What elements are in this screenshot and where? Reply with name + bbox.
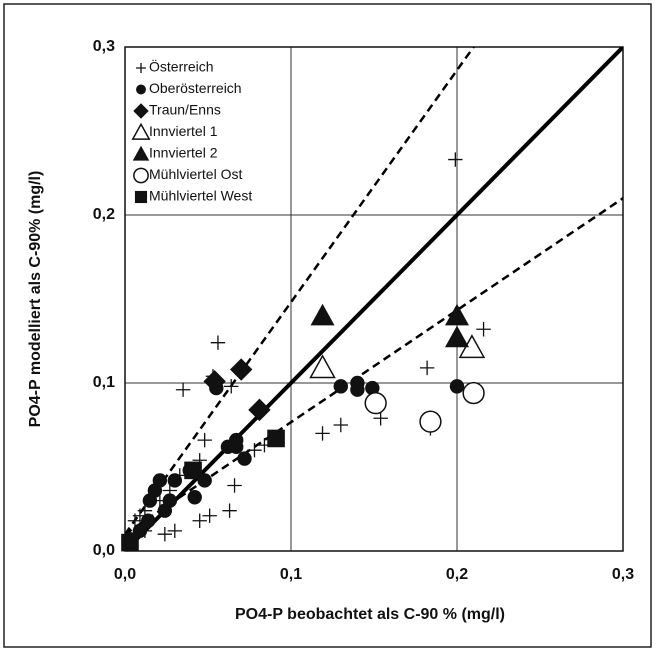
x-tick-label: 0,1 bbox=[280, 566, 302, 583]
point bbox=[373, 411, 388, 426]
point bbox=[157, 527, 173, 542]
point bbox=[224, 379, 239, 394]
legend-marker bbox=[134, 190, 148, 204]
point bbox=[121, 533, 139, 552]
point bbox=[365, 380, 380, 396]
legend-marker bbox=[136, 63, 146, 73]
x-tick-label: 0,2 bbox=[446, 566, 468, 583]
y-tick-label: 0,1 bbox=[93, 374, 115, 391]
point bbox=[449, 379, 465, 394]
point bbox=[248, 398, 271, 422]
y-axis-label: PO4-P modelliert als C-90% (mg/l) bbox=[27, 171, 44, 428]
x-axis-label: PO4-P beobachtet als C-90 % (mg/l) bbox=[235, 606, 505, 623]
point bbox=[222, 503, 237, 518]
point bbox=[419, 360, 435, 376]
point bbox=[333, 417, 348, 433]
point bbox=[237, 451, 252, 466]
point bbox=[350, 382, 365, 397]
point bbox=[445, 303, 469, 326]
point bbox=[141, 513, 156, 528]
point bbox=[462, 381, 485, 405]
point bbox=[445, 325, 469, 348]
point bbox=[267, 429, 285, 448]
x-tick-label: 0,0 bbox=[114, 566, 136, 583]
point bbox=[333, 379, 348, 394]
legend-label: Mühlviertel West bbox=[149, 188, 252, 204]
point bbox=[175, 382, 191, 397]
point bbox=[152, 473, 168, 488]
legend-label: Innviertel 1 bbox=[149, 123, 218, 139]
point bbox=[197, 432, 212, 448]
point bbox=[419, 410, 442, 433]
point bbox=[476, 322, 491, 337]
point bbox=[167, 473, 182, 488]
legend-label: Mühlviertel Ost bbox=[149, 166, 242, 182]
point bbox=[227, 478, 242, 493]
legend-label: Traun/Enns bbox=[149, 102, 221, 118]
reference-line bbox=[125, 47, 623, 551]
point bbox=[192, 513, 207, 528]
point bbox=[167, 523, 182, 539]
plot-border bbox=[124, 46, 624, 552]
point bbox=[210, 335, 226, 350]
x-tick-label: 0,3 bbox=[612, 566, 634, 583]
point bbox=[203, 370, 226, 393]
point bbox=[230, 358, 253, 381]
legend-label: Innviertel 2 bbox=[149, 145, 218, 161]
frame bbox=[3, 3, 652, 648]
point bbox=[202, 508, 217, 523]
reference-line bbox=[125, 197, 623, 536]
legend-marker bbox=[133, 103, 149, 119]
point bbox=[229, 432, 244, 448]
legend-label: Österreich bbox=[149, 58, 214, 75]
legend-marker bbox=[133, 167, 149, 184]
point bbox=[315, 426, 330, 441]
point bbox=[310, 303, 335, 326]
y-tick-label: 0,3 bbox=[93, 38, 115, 55]
legend-label: Oberösterreich bbox=[149, 80, 242, 96]
point bbox=[364, 392, 387, 415]
point bbox=[184, 461, 202, 480]
point bbox=[247, 443, 262, 458]
point bbox=[162, 493, 178, 508]
legend-marker bbox=[131, 122, 151, 140]
point bbox=[187, 490, 202, 505]
legend-marker bbox=[132, 145, 150, 161]
reference-line bbox=[125, 47, 475, 535]
point bbox=[309, 354, 336, 379]
y-tick-label: 0,2 bbox=[93, 206, 115, 223]
legend-marker bbox=[136, 84, 146, 95]
point bbox=[448, 152, 463, 167]
y-tick-label: 0,0 bbox=[93, 542, 115, 559]
